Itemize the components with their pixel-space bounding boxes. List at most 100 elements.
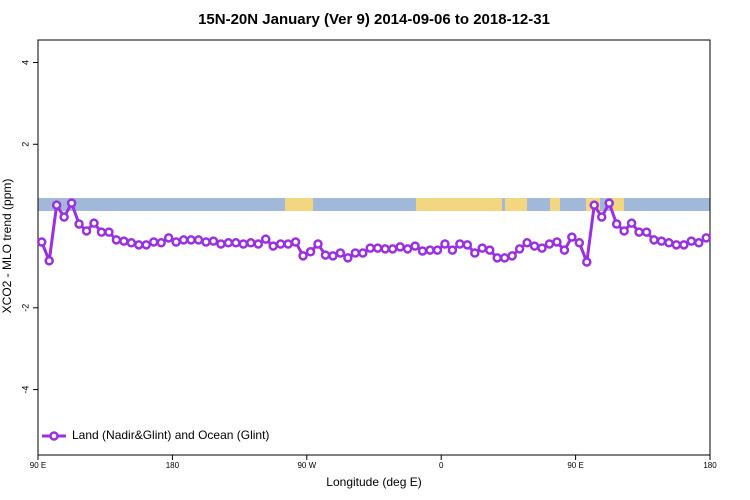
- data-point: [544, 239, 555, 249]
- data-point: [44, 256, 54, 266]
- data-point: [455, 239, 465, 249]
- data-point: [313, 239, 323, 249]
- data-point: [634, 227, 644, 237]
- y-tick-label: -4: [20, 386, 30, 394]
- data-point: [499, 253, 510, 263]
- data-point: [335, 248, 346, 258]
- data-point: [89, 218, 99, 228]
- data-point: [567, 232, 577, 242]
- data-point: [104, 227, 114, 237]
- data-point: [231, 238, 241, 248]
- data-point: [134, 240, 144, 250]
- data-point: [679, 240, 689, 250]
- data-point: [193, 235, 204, 245]
- data-point: [537, 243, 547, 253]
- data-point: [432, 245, 443, 255]
- x-tick-label: 180: [703, 461, 717, 470]
- data-point: [253, 239, 264, 249]
- data-point: [283, 239, 293, 249]
- data-point: [126, 238, 137, 248]
- data-point: [320, 250, 331, 260]
- data-point: [410, 241, 420, 251]
- data-point: [260, 234, 271, 244]
- data-point: [358, 248, 368, 258]
- data-point: [462, 240, 473, 250]
- data-point: [417, 246, 428, 256]
- data-point: [275, 239, 286, 249]
- data-point: [582, 257, 592, 267]
- data-point: [66, 198, 77, 208]
- data-point: [305, 247, 316, 257]
- data-point: [492, 253, 502, 263]
- data-point: [246, 238, 256, 248]
- data-point: [425, 245, 435, 255]
- legend-marker: [49, 431, 59, 441]
- series-line: [40, 199, 708, 267]
- data-point: [74, 219, 84, 229]
- data-point: [380, 244, 390, 254]
- x-tick-label: 180: [166, 461, 180, 470]
- data-point: [328, 251, 338, 261]
- data-point: [641, 227, 652, 237]
- data-point: [51, 200, 62, 210]
- data-point: [664, 238, 674, 248]
- data-point: [447, 245, 458, 255]
- data-point: [119, 236, 129, 246]
- data-point: [141, 240, 152, 250]
- data-point: [208, 236, 219, 246]
- data-point: [290, 237, 301, 247]
- data-point: [372, 243, 383, 253]
- data-point: [148, 237, 159, 247]
- data-point: [477, 243, 488, 253]
- x-tick-label: 0: [439, 461, 444, 470]
- data-point: [365, 243, 376, 253]
- data-point: [484, 245, 495, 255]
- data-point: [596, 212, 607, 222]
- y-tick-label: 2: [20, 142, 30, 147]
- data-point: [96, 227, 107, 237]
- data-point: [611, 219, 622, 229]
- data-point: [178, 235, 189, 245]
- data-point: [656, 236, 667, 246]
- data-point: [171, 237, 181, 247]
- data-point: [514, 244, 525, 254]
- data-point: [36, 237, 47, 247]
- data-point: [626, 218, 637, 228]
- data-point: [343, 253, 353, 263]
- data-point: [201, 237, 211, 247]
- data-point: [268, 241, 278, 251]
- data-point: [402, 244, 413, 254]
- chart-title: 15N-20N January (Ver 9) 2014-09-06 to 20…: [198, 11, 550, 28]
- data-point: [552, 237, 562, 247]
- data-point: [649, 235, 659, 245]
- x-axis-label: Longitude (deg E): [326, 475, 421, 489]
- data-point: [507, 251, 517, 261]
- plot-frame: [37, 39, 711, 456]
- data-point: [163, 233, 174, 243]
- data-point: [216, 239, 226, 249]
- y-tick-label: -2: [20, 304, 30, 312]
- data-point: [81, 226, 92, 236]
- data-point: [470, 248, 480, 258]
- y-tick-label: 4: [20, 60, 30, 65]
- data-point: [604, 198, 614, 208]
- y-axis-label: XCO2 - MLO trend (ppm): [0, 179, 14, 314]
- x-tick-label: 90 E: [30, 461, 46, 470]
- map-strip: [38, 198, 710, 211]
- data-point: [238, 239, 249, 249]
- data-point: [350, 248, 361, 258]
- data-point: [559, 245, 570, 255]
- data-point: [440, 239, 450, 249]
- data-point: [111, 235, 122, 245]
- legend-label: Land (Nadir&Glint) and Ocean (Glint): [72, 428, 269, 442]
- data-point: [529, 241, 540, 251]
- data-point: [589, 200, 600, 210]
- data-point: [387, 244, 398, 254]
- data-point: [701, 233, 712, 243]
- data-point: [694, 238, 704, 248]
- data-point: [574, 238, 585, 248]
- data-point: [395, 242, 405, 252]
- data-point: [686, 236, 697, 246]
- data-point: [298, 251, 308, 261]
